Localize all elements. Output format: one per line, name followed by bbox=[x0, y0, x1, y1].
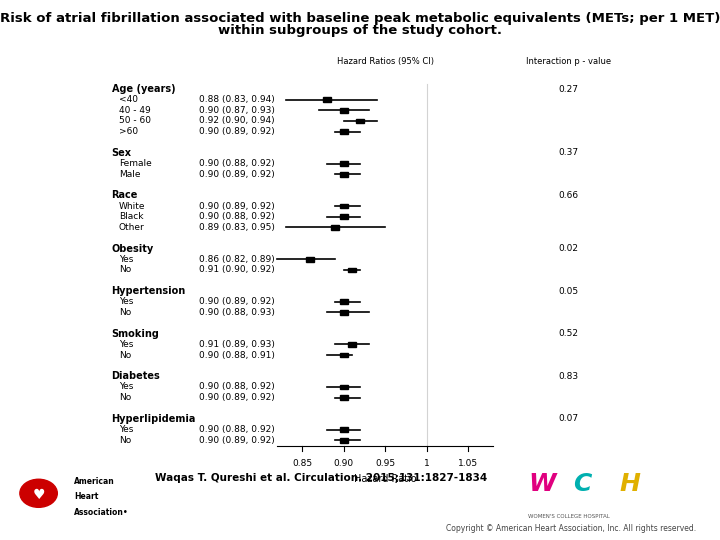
Text: Hazard Ratios (95% CI): Hazard Ratios (95% CI) bbox=[337, 57, 433, 66]
Text: Waqas T. Qureshi et al. Circulation. 2015;131:1827-1834: Waqas T. Qureshi et al. Circulation. 201… bbox=[155, 473, 487, 483]
Text: 1.05: 1.05 bbox=[458, 459, 478, 468]
Text: Age (years): Age (years) bbox=[112, 84, 175, 94]
Text: 0.66: 0.66 bbox=[559, 191, 579, 200]
Text: Hazard Ratio: Hazard Ratio bbox=[354, 474, 416, 484]
Text: 0.90 (0.89, 0.92): 0.90 (0.89, 0.92) bbox=[199, 298, 275, 306]
Text: <40: <40 bbox=[119, 95, 138, 104]
Text: 0.85: 0.85 bbox=[292, 459, 312, 468]
Text: Other: Other bbox=[119, 223, 145, 232]
Text: Male: Male bbox=[119, 170, 140, 179]
Text: Female: Female bbox=[119, 159, 151, 168]
Text: 0.92 (0.90, 0.94): 0.92 (0.90, 0.94) bbox=[199, 117, 275, 125]
Text: 0.05: 0.05 bbox=[559, 287, 579, 296]
Text: 0.91 (0.89, 0.93): 0.91 (0.89, 0.93) bbox=[199, 340, 275, 349]
Text: ♥: ♥ bbox=[32, 488, 45, 502]
Text: Yes: Yes bbox=[119, 298, 133, 306]
Text: No: No bbox=[119, 436, 131, 444]
Text: 0.86 (0.82, 0.89): 0.86 (0.82, 0.89) bbox=[199, 255, 275, 264]
Text: 0.02: 0.02 bbox=[559, 244, 579, 253]
Text: Yes: Yes bbox=[119, 340, 133, 349]
Text: 0.90 (0.89, 0.92): 0.90 (0.89, 0.92) bbox=[199, 127, 275, 136]
Text: 0.88 (0.83, 0.94): 0.88 (0.83, 0.94) bbox=[199, 95, 275, 104]
Text: 0.90 (0.89, 0.92): 0.90 (0.89, 0.92) bbox=[199, 201, 275, 211]
Text: 40 - 49: 40 - 49 bbox=[119, 106, 150, 115]
Text: Hypertension: Hypertension bbox=[112, 286, 186, 296]
Text: W: W bbox=[528, 472, 556, 496]
Text: 0.90 (0.88, 0.92): 0.90 (0.88, 0.92) bbox=[199, 382, 275, 392]
Circle shape bbox=[20, 480, 58, 508]
Text: Smoking: Smoking bbox=[112, 329, 159, 339]
Text: 0.89 (0.83, 0.95): 0.89 (0.83, 0.95) bbox=[199, 223, 275, 232]
Text: Diabetes: Diabetes bbox=[112, 372, 161, 381]
Text: WOMEN'S COLLEGE HOSPITAL: WOMEN'S COLLEGE HOSPITAL bbox=[528, 514, 610, 519]
Text: 0.90 (0.89, 0.92): 0.90 (0.89, 0.92) bbox=[199, 436, 275, 444]
Text: Hyperlipidemia: Hyperlipidemia bbox=[112, 414, 196, 424]
Text: H: H bbox=[619, 472, 640, 496]
Text: Obesity: Obesity bbox=[112, 244, 154, 254]
Text: Copyright © American Heart Association, Inc. All rights reserved.: Copyright © American Heart Association, … bbox=[446, 524, 696, 532]
Text: 0.90 (0.88, 0.92): 0.90 (0.88, 0.92) bbox=[199, 212, 275, 221]
Text: 1: 1 bbox=[424, 459, 430, 468]
Text: Race: Race bbox=[112, 191, 138, 200]
Text: 0.83: 0.83 bbox=[559, 372, 579, 381]
Text: 0.90 (0.88, 0.93): 0.90 (0.88, 0.93) bbox=[199, 308, 275, 317]
Text: No: No bbox=[119, 266, 131, 274]
Text: American: American bbox=[74, 477, 115, 486]
Text: 0.90 (0.89, 0.92): 0.90 (0.89, 0.92) bbox=[199, 393, 275, 402]
Text: 50 - 60: 50 - 60 bbox=[119, 117, 150, 125]
Text: 0.90 (0.88, 0.92): 0.90 (0.88, 0.92) bbox=[199, 159, 275, 168]
Text: 0.91 (0.90, 0.92): 0.91 (0.90, 0.92) bbox=[199, 266, 275, 274]
Text: Yes: Yes bbox=[119, 425, 133, 434]
Text: Yes: Yes bbox=[119, 255, 133, 264]
Text: Risk of atrial fibrillation associated with baseline peak metabolic equivalents : Risk of atrial fibrillation associated w… bbox=[0, 12, 720, 25]
Text: C: C bbox=[573, 472, 591, 496]
Text: 0.90: 0.90 bbox=[333, 459, 354, 468]
Text: 0.07: 0.07 bbox=[559, 414, 579, 423]
Text: within subgroups of the study cohort.: within subgroups of the study cohort. bbox=[218, 24, 502, 37]
Text: Heart: Heart bbox=[74, 492, 99, 501]
Text: 0.52: 0.52 bbox=[559, 329, 579, 338]
Text: 0.37: 0.37 bbox=[559, 148, 579, 157]
Text: Association•: Association• bbox=[74, 508, 129, 517]
Text: Yes: Yes bbox=[119, 382, 133, 392]
Text: No: No bbox=[119, 308, 131, 317]
Text: 0.90 (0.88, 0.92): 0.90 (0.88, 0.92) bbox=[199, 425, 275, 434]
Text: No: No bbox=[119, 393, 131, 402]
Text: Interaction p - value: Interaction p - value bbox=[526, 57, 611, 66]
Text: No: No bbox=[119, 350, 131, 360]
Text: 0.95: 0.95 bbox=[375, 459, 395, 468]
Text: White: White bbox=[119, 201, 145, 211]
Text: 0.90 (0.89, 0.92): 0.90 (0.89, 0.92) bbox=[199, 170, 275, 179]
Text: Sex: Sex bbox=[112, 148, 132, 158]
Text: Black: Black bbox=[119, 212, 143, 221]
Text: >60: >60 bbox=[119, 127, 138, 136]
Text: 0.90 (0.88, 0.91): 0.90 (0.88, 0.91) bbox=[199, 350, 275, 360]
Text: 0.90 (0.87, 0.93): 0.90 (0.87, 0.93) bbox=[199, 106, 275, 115]
Text: 0.27: 0.27 bbox=[559, 85, 579, 93]
